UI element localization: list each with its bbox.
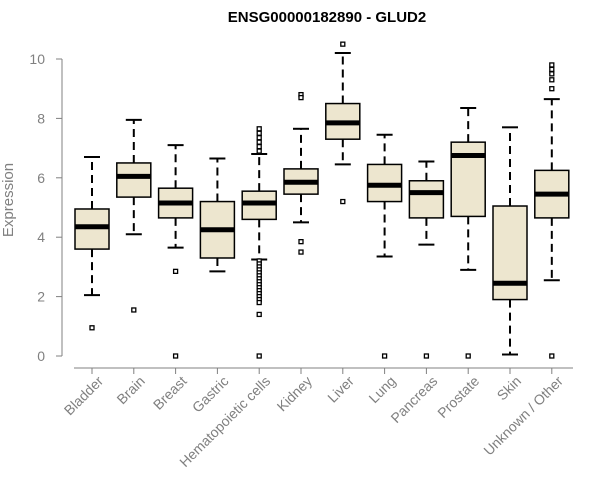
outlier-point <box>131 307 137 313</box>
outlier-point <box>340 198 346 205</box>
outlier-point <box>256 148 262 154</box>
outlier-point <box>423 353 430 359</box>
x-tick-label: Breast <box>150 373 190 413</box>
y-tick-label: 2 <box>37 289 45 305</box>
outlier-point <box>298 239 304 245</box>
box-11 <box>534 62 570 359</box>
outlier-point <box>256 311 262 318</box>
box-1 <box>116 118 152 313</box>
outlier-point <box>549 77 555 83</box>
outlier-point <box>298 249 304 255</box>
outlier-point <box>256 353 262 359</box>
y-ticks: 0 2 4 6 8 10 <box>29 51 62 364</box>
y-axis-label: Expression <box>0 163 17 237</box>
x-tick-label: Lung <box>365 373 398 406</box>
outlier-point <box>298 94 304 101</box>
box-iqr <box>408 180 445 219</box>
outlier-point <box>549 66 555 73</box>
box-6 <box>325 41 361 205</box>
outlier-point <box>549 62 555 68</box>
y-tick-label: 8 <box>37 110 45 126</box>
outlier-point <box>465 353 471 359</box>
outlier-point <box>89 325 95 331</box>
box-5 <box>283 91 319 255</box>
x-tick-label: Skin <box>494 373 525 404</box>
y-tick-label: 10 <box>29 51 45 67</box>
x-tick-label: Liver <box>324 373 357 406</box>
box-0 <box>74 156 110 331</box>
outlier-point <box>340 41 346 47</box>
y-tick-label: 6 <box>37 170 45 186</box>
x-tick-label: Bladder <box>61 373 107 419</box>
box-7 <box>366 133 403 359</box>
outlier-point <box>172 353 179 359</box>
outlier-point <box>256 299 262 306</box>
outlier-point <box>256 143 262 150</box>
outlier-point <box>256 130 262 136</box>
box-4 <box>241 126 277 359</box>
chart-title: ENSG00000182890 - GLUD2 <box>228 9 426 26</box>
outlier-point <box>549 86 555 92</box>
x-tick-label: Brain <box>113 373 147 407</box>
boxes <box>74 41 570 359</box>
box-iqr <box>116 162 152 198</box>
box-2 <box>157 144 194 359</box>
box-9 <box>450 107 486 359</box>
outlier-point <box>256 126 262 132</box>
outlier-point <box>549 71 555 77</box>
x-tick-label: Prostate <box>434 373 482 421</box>
outlier-point <box>172 268 179 275</box>
outlier-point <box>381 353 388 359</box>
x-tick-label: Kidney <box>274 373 316 415</box>
box-8 <box>408 160 445 359</box>
box-3 <box>199 157 236 273</box>
outlier-point <box>256 139 262 145</box>
outlier-point <box>549 353 555 359</box>
outlier-point <box>256 135 262 141</box>
y-tick-label: 4 <box>37 229 45 245</box>
x-tick-label: Unknown / Other <box>480 373 566 459</box>
y-tick-label: 0 <box>37 348 45 364</box>
box-10 <box>492 126 528 356</box>
